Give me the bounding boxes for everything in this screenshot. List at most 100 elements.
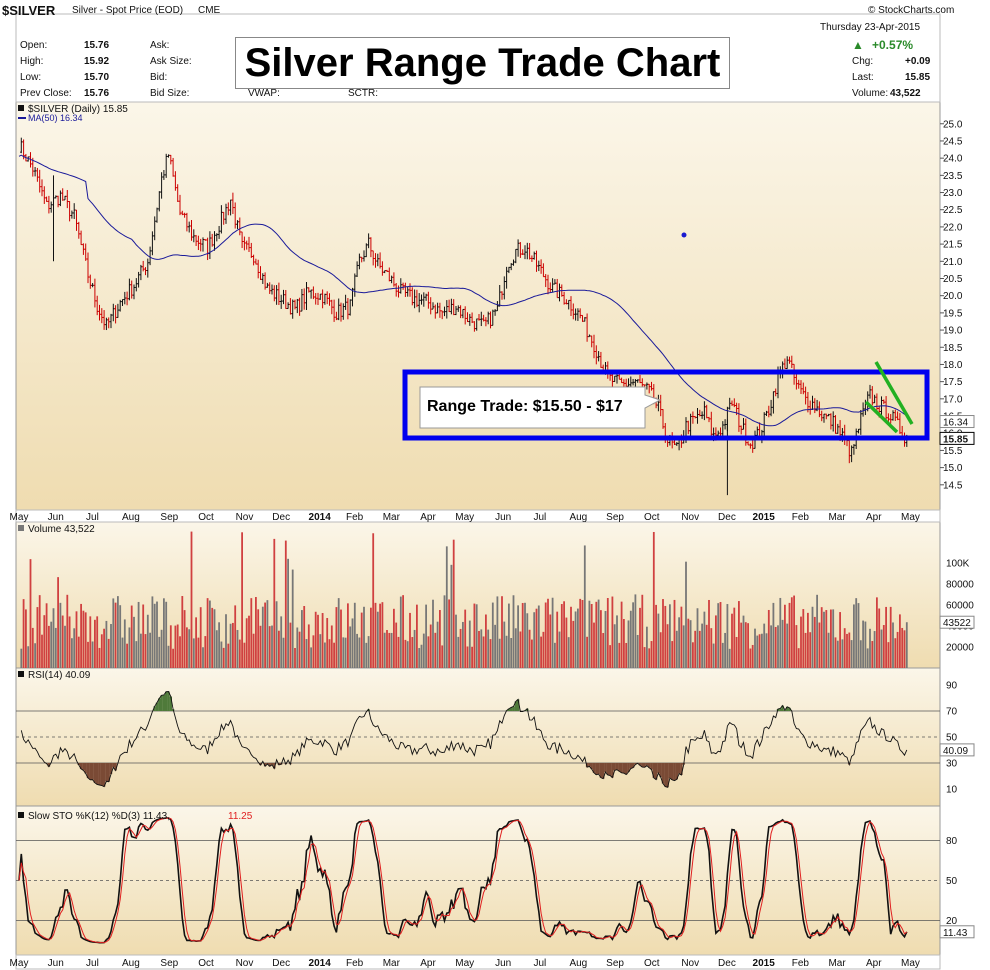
price-bar	[500, 291, 504, 300]
price-bar	[137, 271, 140, 288]
sto-d-line	[18, 817, 908, 944]
volume-bar	[66, 594, 69, 668]
x-tick-label: Jun	[495, 958, 511, 969]
price-bar	[358, 253, 361, 270]
volume-bar	[678, 617, 680, 668]
price-bar	[204, 239, 207, 241]
price-bar	[429, 297, 432, 315]
price-bar	[261, 273, 264, 284]
volume-bar	[772, 602, 775, 668]
price-bar	[43, 186, 46, 204]
price-bar	[894, 409, 897, 421]
volume-bar	[905, 622, 908, 668]
volume-tick-label: 100K	[946, 558, 970, 569]
price-bar	[827, 413, 830, 417]
volume-bar	[859, 640, 862, 668]
volume-bar	[765, 633, 768, 668]
volume-bar	[133, 616, 135, 668]
volume-bar	[832, 609, 835, 668]
price-bar	[544, 274, 547, 288]
price-bar	[339, 302, 343, 322]
ma-last-tag	[939, 415, 975, 429]
x-tick-label: 2015	[753, 958, 776, 969]
volume-bar	[31, 627, 34, 668]
price-bar	[31, 157, 34, 177]
x-tick-label: Sep	[160, 512, 178, 523]
price-bar	[857, 428, 860, 434]
volume-bar	[756, 635, 759, 668]
price-bar	[696, 407, 699, 424]
price-bar	[848, 436, 851, 464]
price-bar	[825, 413, 828, 420]
x-tick-label: 2014	[309, 512, 332, 523]
volume-bar	[422, 633, 425, 668]
volume-bar	[800, 616, 802, 668]
volume-bar	[365, 642, 368, 668]
price-bar	[675, 442, 678, 446]
price-bar	[740, 425, 743, 435]
price-bar	[889, 414, 892, 424]
price-bar	[466, 312, 469, 323]
price-bar	[475, 318, 478, 331]
ma-last-label: 16.34	[943, 418, 968, 429]
volume-bar	[560, 604, 563, 668]
sto-legend-d: 11.25	[228, 811, 253, 822]
volume-bar	[634, 594, 637, 668]
volume-bar	[471, 646, 473, 668]
price-bar	[861, 402, 865, 417]
volume-last-tag	[939, 615, 975, 629]
price-bar	[868, 384, 872, 399]
price-bar	[595, 345, 598, 365]
volume-bar	[128, 627, 131, 668]
price-bar	[627, 378, 630, 387]
volume-bar	[335, 607, 338, 668]
price-bar	[188, 221, 191, 233]
price-bar	[850, 445, 853, 463]
volume-bar	[340, 609, 342, 668]
volume-bar	[857, 603, 860, 668]
price-tick-label: 22.0	[943, 222, 963, 233]
rsi-tick-label: 70	[946, 707, 958, 718]
volume-bar	[524, 602, 526, 668]
volume-bar	[459, 628, 462, 668]
volume-bar	[291, 569, 294, 668]
price-bar	[790, 355, 793, 368]
volume-bar	[174, 625, 177, 668]
volume-bar	[611, 596, 614, 668]
volume-bar	[464, 609, 467, 668]
price-bar	[496, 301, 499, 312]
volume-bar	[225, 614, 227, 668]
volume-bar	[501, 596, 503, 668]
x-tick-label: May	[455, 512, 474, 523]
volume-bar	[112, 598, 115, 668]
price-bar	[537, 260, 540, 272]
x-tick-label: May	[10, 958, 29, 969]
volume-bar	[386, 630, 388, 668]
price-bar	[201, 237, 205, 252]
volume-bar	[275, 601, 278, 668]
price-bar	[834, 415, 837, 434]
price-bar	[397, 285, 400, 298]
price-bar	[144, 267, 147, 276]
volume-bar	[816, 594, 818, 668]
price-bar	[77, 221, 80, 239]
volume-bar	[770, 625, 772, 668]
volume-bar	[142, 604, 145, 668]
volume-bar	[641, 594, 644, 668]
price-bar	[597, 351, 600, 362]
volume-bar	[491, 602, 494, 668]
price-bar	[238, 217, 241, 236]
volume-bar	[588, 600, 591, 668]
x-tick-label: Feb	[346, 512, 364, 523]
price-bar	[590, 335, 593, 348]
price-bar	[266, 282, 269, 288]
price-bar	[526, 242, 529, 260]
volume-bar	[439, 610, 441, 668]
x-tick-label: Jun	[495, 512, 511, 523]
volume-bar	[894, 638, 897, 668]
volume-bar	[602, 633, 605, 668]
volume-bar	[38, 595, 41, 668]
x-tick-label: 2015	[753, 512, 776, 523]
volume-bar	[372, 533, 375, 668]
